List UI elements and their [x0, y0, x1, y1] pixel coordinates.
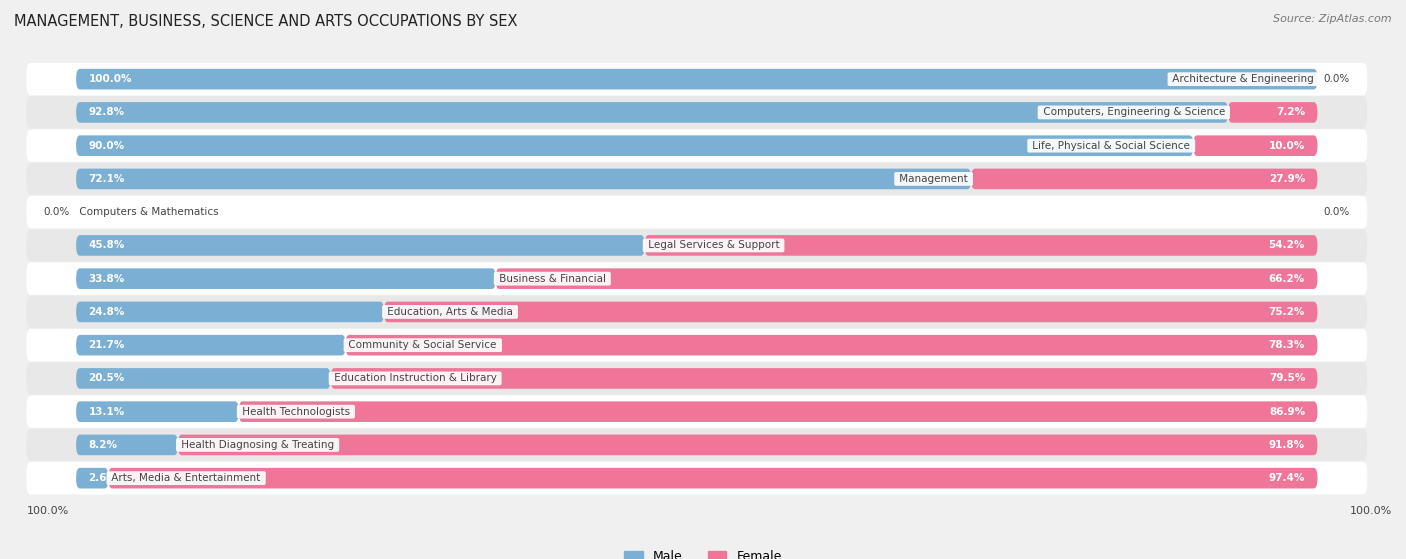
FancyBboxPatch shape	[27, 362, 1367, 395]
Text: 24.8%: 24.8%	[89, 307, 125, 317]
Text: 45.8%: 45.8%	[89, 240, 125, 250]
Text: Architecture & Engineering: Architecture & Engineering	[1170, 74, 1317, 84]
FancyBboxPatch shape	[76, 368, 330, 389]
FancyBboxPatch shape	[972, 169, 1317, 190]
FancyBboxPatch shape	[76, 434, 179, 455]
FancyBboxPatch shape	[27, 329, 1367, 362]
FancyBboxPatch shape	[76, 302, 384, 322]
Text: 27.9%: 27.9%	[1268, 174, 1305, 184]
Text: Computers & Mathematics: Computers & Mathematics	[76, 207, 222, 217]
Text: Arts, Media & Entertainment: Arts, Media & Entertainment	[108, 473, 264, 483]
Legend: Male, Female: Male, Female	[619, 546, 787, 559]
Text: Source: ZipAtlas.com: Source: ZipAtlas.com	[1274, 14, 1392, 24]
FancyBboxPatch shape	[27, 196, 1367, 229]
Text: 54.2%: 54.2%	[1268, 240, 1305, 250]
Text: 92.8%: 92.8%	[89, 107, 125, 117]
Text: 0.0%: 0.0%	[44, 207, 70, 217]
FancyBboxPatch shape	[76, 135, 1194, 156]
Text: 78.3%: 78.3%	[1268, 340, 1305, 350]
FancyBboxPatch shape	[330, 368, 1317, 389]
FancyBboxPatch shape	[76, 335, 346, 356]
FancyBboxPatch shape	[27, 96, 1367, 129]
FancyBboxPatch shape	[76, 102, 1227, 123]
FancyBboxPatch shape	[496, 268, 1317, 289]
Text: 7.2%: 7.2%	[1275, 107, 1305, 117]
FancyBboxPatch shape	[239, 401, 1317, 422]
FancyBboxPatch shape	[76, 268, 496, 289]
Text: MANAGEMENT, BUSINESS, SCIENCE AND ARTS OCCUPATIONS BY SEX: MANAGEMENT, BUSINESS, SCIENCE AND ARTS O…	[14, 14, 517, 29]
Text: 13.1%: 13.1%	[89, 406, 125, 416]
FancyBboxPatch shape	[27, 462, 1367, 495]
Text: 72.1%: 72.1%	[89, 174, 125, 184]
FancyBboxPatch shape	[346, 335, 1317, 356]
FancyBboxPatch shape	[27, 229, 1367, 262]
Text: 21.7%: 21.7%	[89, 340, 125, 350]
Text: 33.8%: 33.8%	[89, 274, 125, 283]
Text: 0.0%: 0.0%	[1323, 207, 1350, 217]
Text: Business & Financial: Business & Financial	[496, 274, 609, 283]
FancyBboxPatch shape	[76, 468, 108, 489]
Text: 79.5%: 79.5%	[1268, 373, 1305, 383]
Text: Legal Services & Support: Legal Services & Support	[645, 240, 783, 250]
FancyBboxPatch shape	[27, 429, 1367, 461]
Text: 90.0%: 90.0%	[89, 141, 125, 151]
Text: Health Diagnosing & Treating: Health Diagnosing & Treating	[179, 440, 337, 450]
Text: Education, Arts & Media: Education, Arts & Media	[384, 307, 516, 317]
Text: 97.4%: 97.4%	[1268, 473, 1305, 483]
Text: 91.8%: 91.8%	[1270, 440, 1305, 450]
FancyBboxPatch shape	[1227, 102, 1317, 123]
FancyBboxPatch shape	[76, 69, 1317, 89]
FancyBboxPatch shape	[645, 235, 1317, 255]
Text: 75.2%: 75.2%	[1268, 307, 1305, 317]
Text: 20.5%: 20.5%	[89, 373, 125, 383]
Text: 8.2%: 8.2%	[89, 440, 118, 450]
Text: 100.0%: 100.0%	[1350, 506, 1392, 517]
Text: 66.2%: 66.2%	[1268, 274, 1305, 283]
Text: 100.0%: 100.0%	[27, 506, 69, 517]
Text: Life, Physical & Social Science: Life, Physical & Social Science	[1029, 141, 1194, 151]
Text: 10.0%: 10.0%	[1268, 141, 1305, 151]
FancyBboxPatch shape	[27, 395, 1367, 428]
FancyBboxPatch shape	[27, 262, 1367, 295]
FancyBboxPatch shape	[179, 434, 1317, 455]
Text: Computers, Engineering & Science: Computers, Engineering & Science	[1039, 107, 1227, 117]
FancyBboxPatch shape	[384, 302, 1317, 322]
FancyBboxPatch shape	[27, 163, 1367, 195]
FancyBboxPatch shape	[27, 63, 1367, 96]
Text: Management: Management	[896, 174, 972, 184]
Text: 86.9%: 86.9%	[1270, 406, 1305, 416]
Text: 0.0%: 0.0%	[1323, 74, 1350, 84]
Text: 2.6%: 2.6%	[89, 473, 118, 483]
Text: Community & Social Service: Community & Social Service	[346, 340, 501, 350]
Text: 100.0%: 100.0%	[89, 74, 132, 84]
FancyBboxPatch shape	[76, 235, 645, 255]
FancyBboxPatch shape	[27, 296, 1367, 328]
FancyBboxPatch shape	[76, 169, 972, 190]
Text: Education Instruction & Library: Education Instruction & Library	[330, 373, 499, 383]
FancyBboxPatch shape	[76, 401, 239, 422]
FancyBboxPatch shape	[1194, 135, 1317, 156]
FancyBboxPatch shape	[108, 468, 1317, 489]
FancyBboxPatch shape	[27, 129, 1367, 162]
Text: Health Technologists: Health Technologists	[239, 406, 353, 416]
